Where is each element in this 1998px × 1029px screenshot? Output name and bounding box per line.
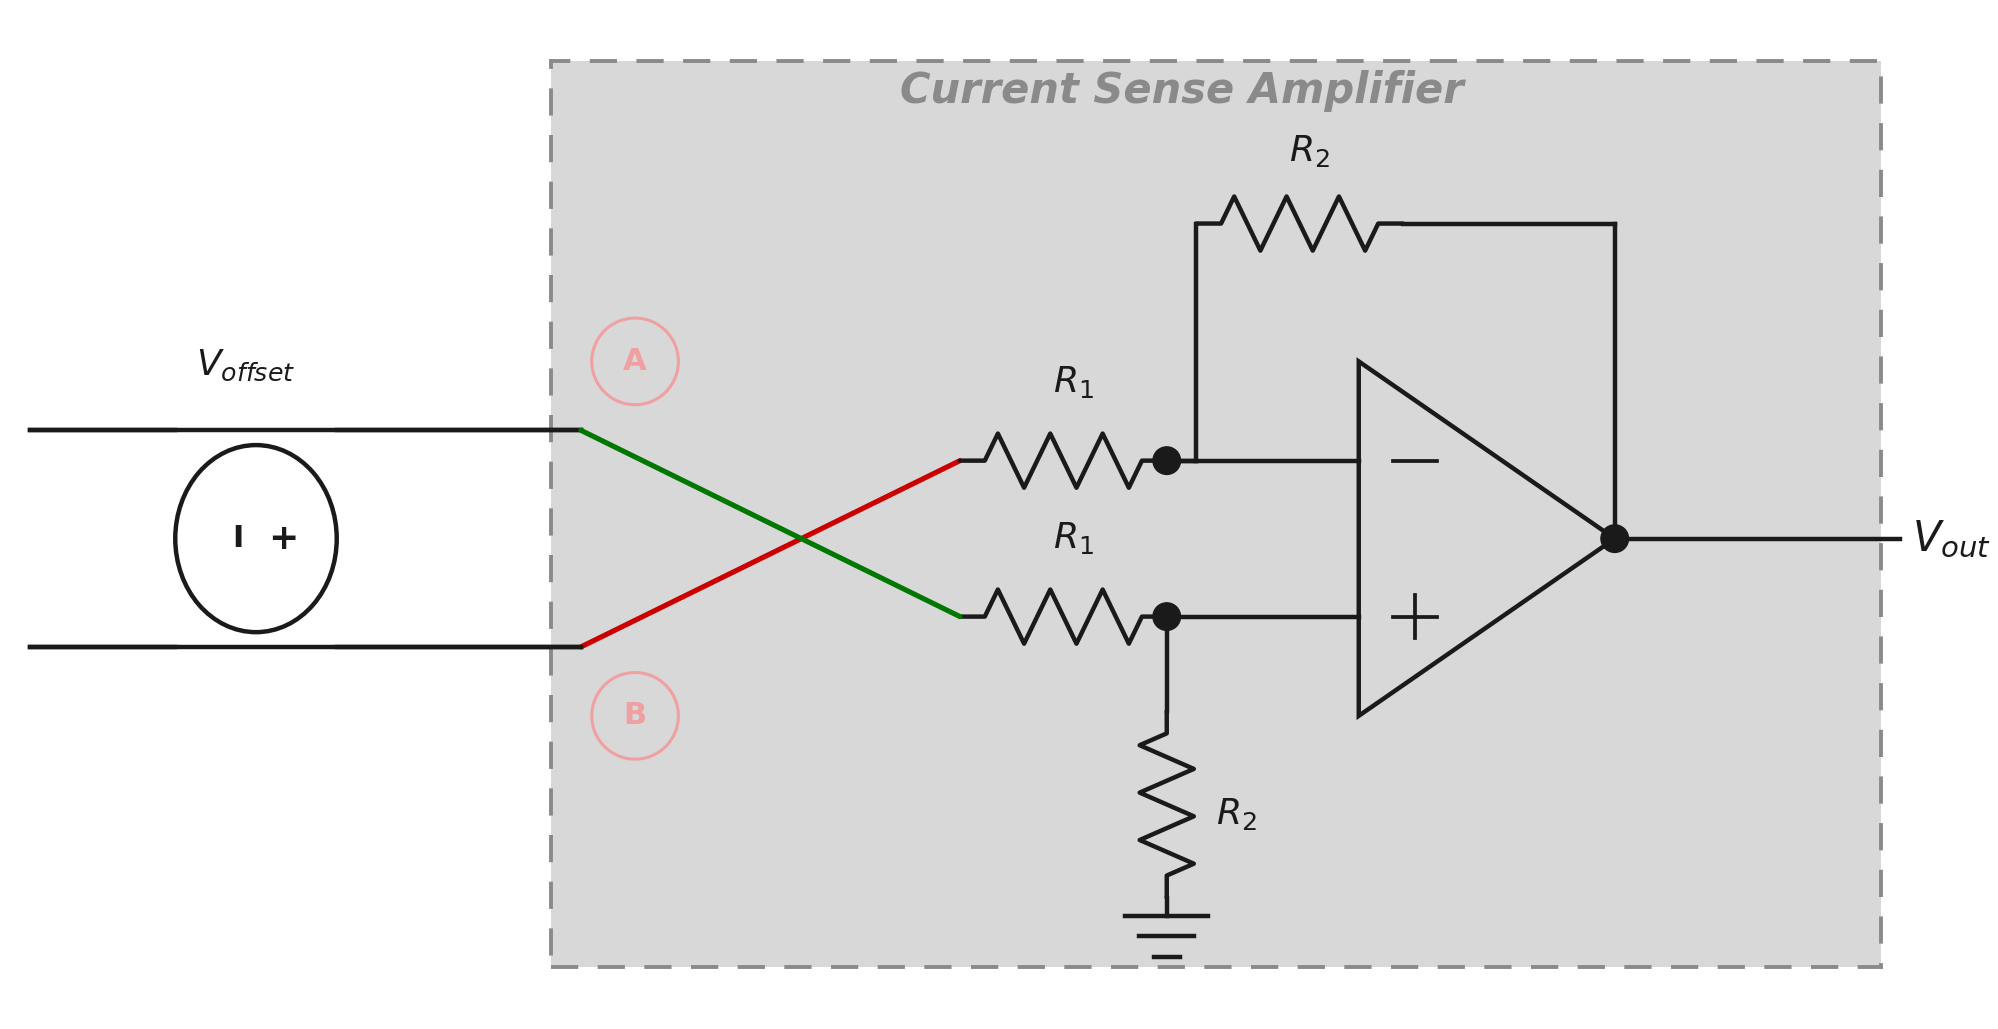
Ellipse shape [176, 446, 336, 632]
Circle shape [1600, 525, 1628, 553]
Text: I: I [232, 524, 244, 554]
Text: Current Sense Amplifier: Current Sense Amplifier [899, 70, 1463, 111]
Text: A: A [623, 347, 647, 376]
Circle shape [1153, 447, 1181, 474]
Circle shape [1153, 603, 1181, 631]
Text: $R_1$: $R_1$ [1053, 520, 1093, 556]
Text: +: + [268, 522, 298, 556]
FancyBboxPatch shape [551, 61, 1880, 967]
Text: $V_{offset}$: $V_{offset}$ [196, 348, 296, 383]
Text: $R_1$: $R_1$ [1053, 363, 1093, 399]
Text: $V_{out}$: $V_{out}$ [1912, 518, 1990, 560]
Text: B: B [623, 702, 645, 731]
Text: $R_2$: $R_2$ [1289, 134, 1329, 170]
Text: $R_2$: $R_2$ [1215, 796, 1257, 832]
